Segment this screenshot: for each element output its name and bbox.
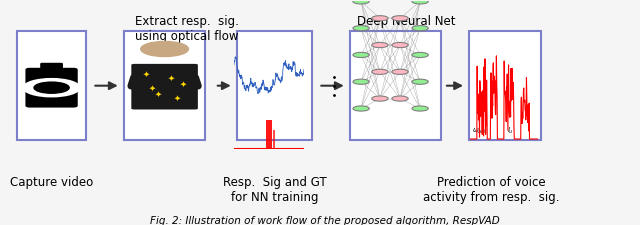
Circle shape — [353, 79, 369, 84]
Circle shape — [23, 79, 80, 97]
Text: Capture video: Capture video — [10, 176, 93, 189]
FancyBboxPatch shape — [124, 31, 205, 140]
Text: Extract resp.  sig.
using optical flow: Extract resp. sig. using optical flow — [134, 15, 239, 43]
Text: ✦: ✦ — [155, 90, 162, 99]
Circle shape — [392, 96, 408, 101]
FancyBboxPatch shape — [17, 31, 86, 140]
Text: ✦: ✦ — [168, 74, 174, 83]
FancyBboxPatch shape — [469, 31, 541, 140]
Circle shape — [372, 43, 388, 48]
FancyBboxPatch shape — [26, 69, 77, 106]
Circle shape — [412, 52, 428, 58]
Text: Resp.  Sig and GT
for NN training: Resp. Sig and GT for NN training — [223, 176, 326, 204]
Circle shape — [412, 26, 428, 31]
Circle shape — [392, 43, 408, 48]
Bar — [273, 130, 275, 148]
Circle shape — [353, 26, 369, 31]
Text: ✦: ✦ — [180, 80, 187, 89]
FancyBboxPatch shape — [350, 31, 441, 140]
Circle shape — [353, 0, 369, 4]
Text: ✦: ✦ — [148, 84, 156, 93]
Circle shape — [353, 106, 369, 111]
Circle shape — [392, 16, 408, 21]
Circle shape — [412, 79, 428, 84]
Circle shape — [392, 69, 408, 74]
Circle shape — [372, 69, 388, 74]
Text: $\omega_{act}$: $\omega_{act}$ — [472, 126, 488, 135]
Circle shape — [141, 41, 188, 56]
FancyBboxPatch shape — [237, 31, 312, 140]
Text: Deep Neural Net: Deep Neural Net — [357, 15, 456, 28]
Text: $l_{u}$: $l_{u}$ — [507, 125, 513, 135]
Text: ✦: ✦ — [142, 70, 149, 79]
Bar — [266, 120, 271, 148]
Text: ✦: ✦ — [173, 94, 180, 103]
Circle shape — [412, 0, 428, 4]
Circle shape — [372, 96, 388, 101]
Text: Prediction of voice
activity from resp.  sig.: Prediction of voice activity from resp. … — [423, 176, 559, 204]
FancyBboxPatch shape — [131, 64, 198, 110]
Circle shape — [372, 16, 388, 21]
Circle shape — [412, 106, 428, 111]
Text: Fig. 2: Illustration of work flow of the proposed algorithm, RespVAD: Fig. 2: Illustration of work flow of the… — [150, 216, 500, 225]
FancyBboxPatch shape — [41, 63, 62, 70]
Circle shape — [34, 82, 69, 93]
Circle shape — [353, 52, 369, 58]
